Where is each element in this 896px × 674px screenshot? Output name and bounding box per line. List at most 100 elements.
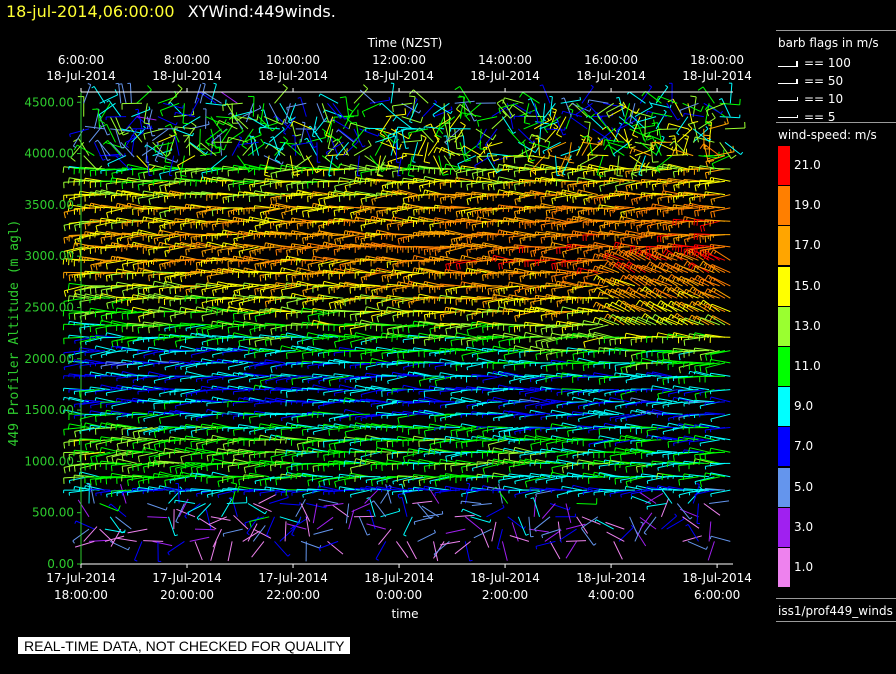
wind-barb <box>517 516 527 536</box>
wind-barb <box>572 362 593 365</box>
wind-barb-feather <box>512 447 516 454</box>
wind-barb-half-feather <box>609 417 611 421</box>
wind-barb <box>344 436 365 441</box>
wind-barb-feather <box>178 471 182 478</box>
wind-barb-feather <box>397 302 400 309</box>
wind-barb-feather <box>408 302 411 309</box>
wind-barb-half-feather <box>570 289 572 293</box>
wind-barb-half-feather <box>232 372 235 376</box>
wind-barb-half-feather <box>264 510 268 515</box>
wind-barb <box>296 311 317 313</box>
wind-barb-half-feather <box>184 398 187 402</box>
wind-barb-feather <box>105 275 108 282</box>
wind-barb <box>90 488 111 491</box>
wind-barb <box>413 450 434 453</box>
wind-barb <box>615 439 635 444</box>
wind-barb-feather <box>312 466 315 473</box>
wind-barb-half-feather <box>514 494 516 498</box>
wind-barb-half-feather <box>84 341 87 346</box>
wind-barb-feather <box>523 435 526 442</box>
wind-barb-feather <box>152 293 155 300</box>
wind-barb-half-feather <box>662 405 664 409</box>
wind-barb-half-feather <box>607 289 610 294</box>
wind-barb-half-feather <box>615 418 617 423</box>
wind-barb-half-feather <box>264 354 267 358</box>
wind-barb-half-feather <box>429 379 431 383</box>
wind-barb <box>275 476 296 480</box>
wind-barb-feather <box>364 450 367 457</box>
wind-barb-half-feather <box>116 345 118 350</box>
wind-barb-half-feather <box>363 276 366 280</box>
wind-barb <box>687 540 707 550</box>
wind-barb-half-feather <box>349 494 352 498</box>
wind-barb-feather <box>656 359 659 366</box>
wind-barb <box>122 436 143 441</box>
wind-barb-feather <box>264 479 267 486</box>
wind-barb-feather <box>450 465 452 472</box>
wind-barb-feather <box>503 287 505 294</box>
wind-barb-feather <box>423 391 426 398</box>
wind-barb-feather <box>63 290 67 297</box>
wind-barb-feather <box>678 378 680 385</box>
wind-barb-half-feather <box>360 394 363 398</box>
wind-barb-half-feather <box>681 277 685 281</box>
wind-barb <box>445 423 466 428</box>
wind-barb-feather <box>503 301 506 308</box>
wind-barb-feather <box>491 458 494 465</box>
wind-barb-half-feather <box>694 481 697 485</box>
wind-barb-half-feather <box>299 268 301 272</box>
wind-barb-half-feather <box>349 379 352 383</box>
wind-barb-feather <box>302 302 305 309</box>
wind-barb <box>143 427 164 433</box>
wind-barb <box>138 451 158 457</box>
wind-barb-half-feather <box>710 493 712 497</box>
wind-barb <box>630 461 651 464</box>
wind-barb-feather <box>461 355 464 362</box>
wind-barb-half-feather <box>554 288 556 292</box>
wind-barb-half-feather <box>211 385 213 390</box>
wind-barb-half-feather <box>342 301 344 306</box>
wind-barb <box>376 447 397 453</box>
wind-barb <box>625 434 646 441</box>
wind-barb-half-feather <box>442 314 445 318</box>
wind-barb <box>190 488 211 491</box>
wind-barb-feather <box>546 342 549 349</box>
wind-barb-feather <box>556 352 558 359</box>
wind-barb-half-feather <box>147 398 150 402</box>
wind-barb-half-feather <box>709 396 712 401</box>
wind-barb-half-feather <box>79 430 81 435</box>
wind-barb <box>249 388 270 391</box>
wind-barb-half-feather <box>630 493 633 497</box>
wind-barb-half-feather <box>243 372 245 376</box>
wind-barb-half-feather <box>286 379 288 383</box>
wind-barb-half-feather <box>305 289 307 293</box>
wind-barb-feather <box>444 349 446 356</box>
wind-barb <box>710 413 731 420</box>
wind-barb-half-feather <box>620 418 622 422</box>
wind-barb-feather <box>449 323 452 330</box>
wind-barb-half-feather <box>433 553 437 557</box>
wind-barb-half-feather <box>110 345 113 350</box>
wind-barb-feather <box>662 286 667 292</box>
wind-barb-half-feather <box>603 409 606 413</box>
wind-barb-feather <box>535 429 537 436</box>
wind-barb-half-feather <box>395 288 397 292</box>
wind-barb-feather <box>491 447 494 454</box>
wind-barb-feather <box>126 450 128 457</box>
wind-barb <box>700 458 720 464</box>
wind-barb-half-feather <box>697 290 700 294</box>
wind-barb-half-feather <box>108 503 112 507</box>
wind-barb-half-feather <box>601 279 604 284</box>
wind-barb-feather <box>332 460 335 467</box>
wind-barb-feather <box>190 467 193 474</box>
wind-barb-half-feather <box>74 520 77 524</box>
wind-barb-half-feather <box>671 302 674 306</box>
wind-barb-feather <box>121 313 124 320</box>
wind-barb-feather <box>619 348 621 355</box>
wind-barb-feather <box>296 416 299 423</box>
wind-barb <box>318 485 339 491</box>
wind-barb-half-feather <box>236 289 238 294</box>
wind-barb-half-feather <box>696 483 700 485</box>
wind-barb-feather <box>126 313 129 320</box>
wind-barb-half-feather <box>240 308 243 312</box>
